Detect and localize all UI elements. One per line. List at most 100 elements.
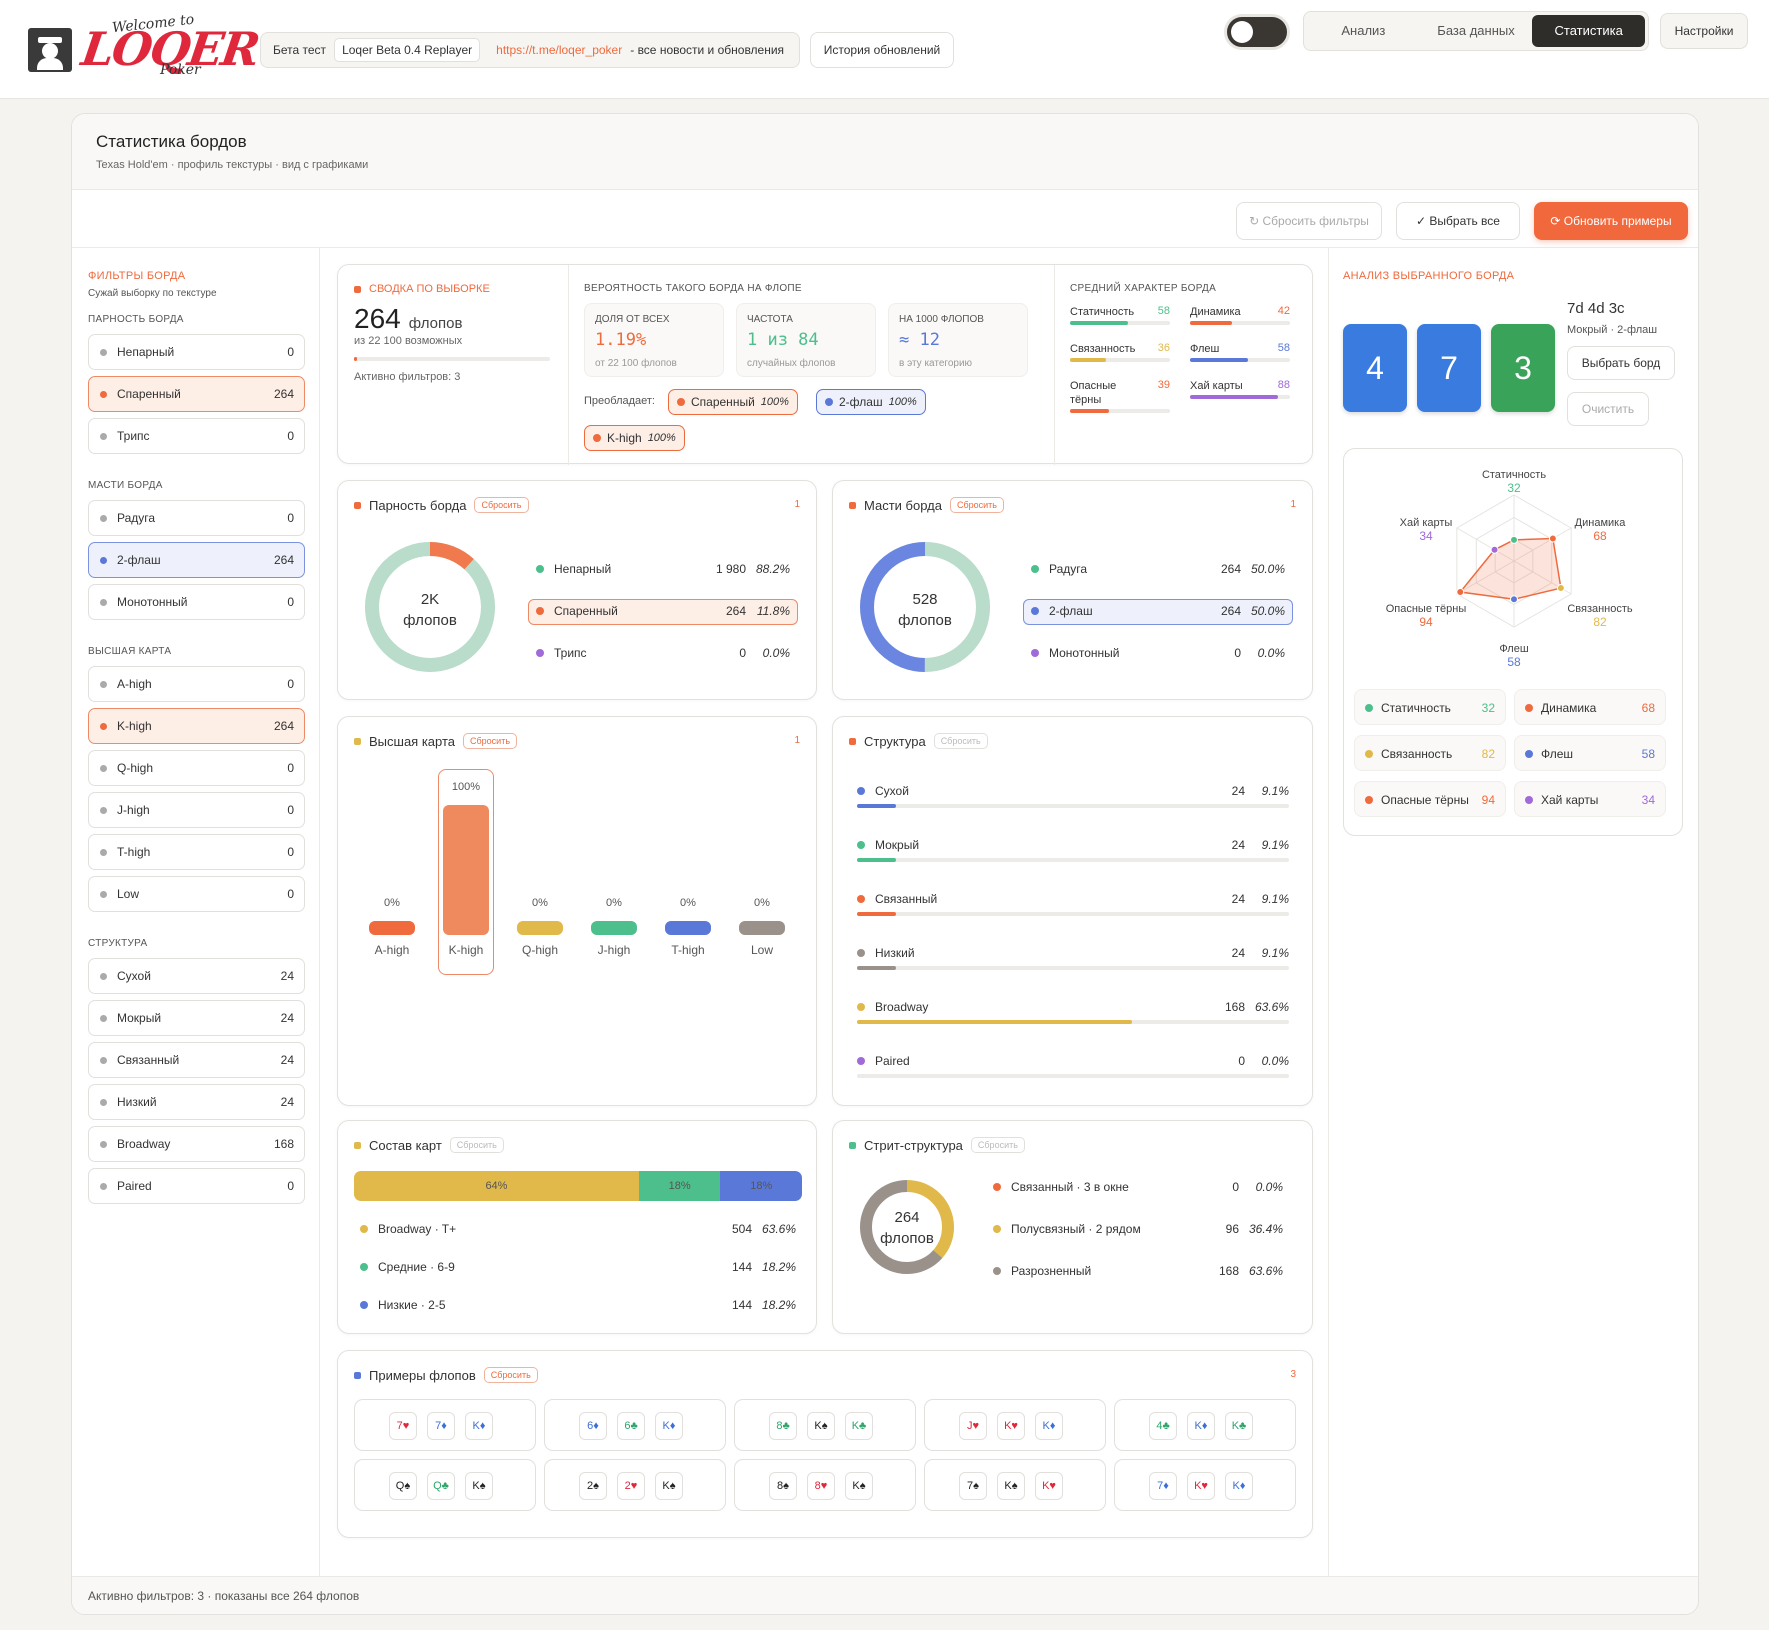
structure-row[interactable]: Broadway 168 63.6%: [857, 1000, 1289, 1014]
filter-item[interactable]: J-high 0: [88, 792, 305, 828]
row-dot-icon: [857, 949, 865, 957]
prevails-chip: 2-флаш 100%: [816, 389, 926, 415]
stat-row[interactable]: Полусвязный · 2 рядом 96 36.4%: [993, 1222, 1283, 1236]
example-flop[interactable]: 7♦ K♥ K♦: [1114, 1459, 1296, 1511]
toggle-knob: [1231, 21, 1253, 43]
filter-count: 0: [287, 677, 294, 691]
row-value: 96: [1225, 1222, 1239, 1236]
tab-analysis[interactable]: Анализ: [1341, 23, 1386, 38]
refresh-examples-button[interactable]: ⟳ Обновить примеры: [1534, 202, 1688, 240]
filter-label: Связанный: [117, 1053, 180, 1067]
select-board-button[interactable]: Выбрать борд: [1567, 346, 1675, 380]
structure-row[interactable]: Мокрый 24 9.1%: [857, 838, 1289, 852]
stat-row[interactable]: Разрозненный 168 63.6%: [993, 1264, 1283, 1278]
structure-row[interactable]: Низкий 24 9.1%: [857, 946, 1289, 960]
filter-item[interactable]: Сухой 24: [88, 958, 305, 994]
examples-reset-button[interactable]: Сбросить: [483, 1367, 538, 1383]
chip-label: 2-флаш: [839, 395, 883, 409]
telegram-link[interactable]: https://t.me/loqer_poker: [496, 43, 623, 57]
high-card-bar[interactable]: [665, 921, 711, 935]
stat-row[interactable]: Радуга 264 50.0%: [1031, 562, 1285, 576]
filter-dot-icon: [100, 973, 107, 980]
filter-item[interactable]: Радуга 0: [88, 500, 305, 536]
structure-row[interactable]: Сухой 24 9.1%: [857, 784, 1289, 798]
structure-reset-button[interactable]: Сбросить: [933, 733, 988, 749]
example-flop[interactable]: Q♠ Q♣ K♠: [354, 1459, 536, 1511]
bar-label: Q-high: [521, 943, 559, 957]
example-flop[interactable]: 7♥ 7♦ K♦: [354, 1399, 536, 1451]
row-pct: 63.6%: [761, 1222, 796, 1236]
filter-item[interactable]: Трипс 0: [88, 418, 305, 454]
stat-row[interactable]: Спаренный 264 11.8%: [536, 604, 790, 618]
row-label: Низкие · 2-5: [378, 1298, 446, 1312]
filter-label: J-high: [117, 803, 150, 817]
pair-reset-button[interactable]: Сбросить: [474, 497, 529, 513]
character-bar: [1070, 358, 1170, 362]
legend-value: 32: [1481, 701, 1495, 715]
filter-item[interactable]: Broadway 168: [88, 1126, 305, 1162]
character-bar: [1070, 409, 1170, 413]
reset-filters-button[interactable]: ↻ Сбросить фильтры: [1236, 202, 1382, 240]
stat-row[interactable]: Непарный 1 980 88.2%: [536, 562, 790, 576]
filter-item[interactable]: Низкий 24: [88, 1084, 305, 1120]
stat-row[interactable]: Монотонный 0 0.0%: [1031, 646, 1285, 660]
stat-row[interactable]: Связанный · 3 в окне 0 0.0%: [993, 1180, 1283, 1194]
structure-row[interactable]: Paired 0 0.0%: [857, 1054, 1289, 1068]
composition-reset-button[interactable]: Сбросить: [449, 1137, 504, 1153]
stat-row[interactable]: Broadway · T+ 504 63.6%: [360, 1222, 796, 1236]
stat-row[interactable]: Трипс 0 0.0%: [536, 646, 790, 660]
stat-row[interactable]: 2-флаш 264 50.0%: [1031, 604, 1285, 618]
straight-reset-button[interactable]: Сбросить: [970, 1137, 1025, 1153]
high-card-bar[interactable]: [739, 921, 785, 935]
filter-group-title: ВЫСШАЯ КАРТА: [88, 646, 172, 657]
filter-count: 0: [287, 761, 294, 775]
stat-row[interactable]: Низкие · 2-5 144 18.2%: [360, 1298, 796, 1312]
row-pct: 0.0%: [1257, 646, 1285, 660]
theme-toggle[interactable]: [1224, 14, 1290, 50]
playing-card: K♦: [655, 1412, 683, 1440]
prob-value: 1 из 84: [747, 330, 819, 350]
summary-progress: [354, 357, 550, 361]
tab-database[interactable]: База данных: [1437, 23, 1515, 38]
example-flop[interactable]: 2♠ 2♥ K♠: [544, 1459, 726, 1511]
filter-item[interactable]: T-high 0: [88, 834, 305, 870]
filter-item[interactable]: Спаренный 264: [88, 376, 305, 412]
high-card-bar[interactable]: [591, 921, 637, 935]
legend-dot-icon: [1365, 750, 1373, 758]
suit-reset-button[interactable]: Сбросить: [949, 497, 1004, 513]
highcard-reset-button[interactable]: Сбросить: [463, 733, 518, 749]
example-flop[interactable]: 6♦ 6♣ K♦: [544, 1399, 726, 1451]
filter-item[interactable]: Мокрый 24: [88, 1000, 305, 1036]
history-button[interactable]: История обновлений: [810, 32, 954, 68]
filter-label: T-high: [117, 845, 151, 859]
tab-statistics[interactable]: Статистика: [1532, 15, 1646, 47]
clear-board-button[interactable]: Очистить: [1567, 392, 1649, 426]
example-flop[interactable]: 8♠ 8♥ K♠: [734, 1459, 916, 1511]
stat-row[interactable]: Средние · 6-9 144 18.2%: [360, 1260, 796, 1274]
filter-item[interactable]: A-high 0: [88, 666, 305, 702]
row-label: 2-флаш: [1049, 604, 1093, 618]
filter-item[interactable]: Low 0: [88, 876, 305, 912]
high-card-bar[interactable]: [369, 921, 415, 935]
filter-item[interactable]: Монотонный 0: [88, 584, 305, 620]
playing-card: 7♦: [1149, 1472, 1177, 1500]
filter-item[interactable]: Связанный 24: [88, 1042, 305, 1078]
settings-button[interactable]: Настройки: [1660, 13, 1748, 49]
radar-area: [1458, 537, 1562, 601]
example-flop[interactable]: 4♣ K♦ K♣: [1114, 1399, 1296, 1451]
filter-item[interactable]: Непарный 0: [88, 334, 305, 370]
toolbar: ↻ Сбросить фильтры ✓ Выбрать все ⟳ Обнов…: [72, 190, 1698, 248]
high-card-bar[interactable]: [517, 921, 563, 935]
filter-item[interactable]: Q-high 0: [88, 750, 305, 786]
filter-item[interactable]: K-high 264: [88, 708, 305, 744]
select-all-button[interactable]: ✓ Выбрать все: [1396, 202, 1520, 240]
high-card-bar[interactable]: [443, 805, 489, 935]
filter-item[interactable]: Paired 0: [88, 1168, 305, 1204]
example-flop[interactable]: 7♠ K♠ K♥: [924, 1459, 1106, 1511]
board-card: 4: [1343, 324, 1407, 412]
structure-row[interactable]: Связанный 24 9.1%: [857, 892, 1289, 906]
filter-item[interactable]: 2-флаш 264: [88, 542, 305, 578]
row-dot-icon: [360, 1263, 368, 1271]
example-flop[interactable]: J♥ K♥ K♦: [924, 1399, 1106, 1451]
example-flop[interactable]: 8♣ K♠ K♣: [734, 1399, 916, 1451]
